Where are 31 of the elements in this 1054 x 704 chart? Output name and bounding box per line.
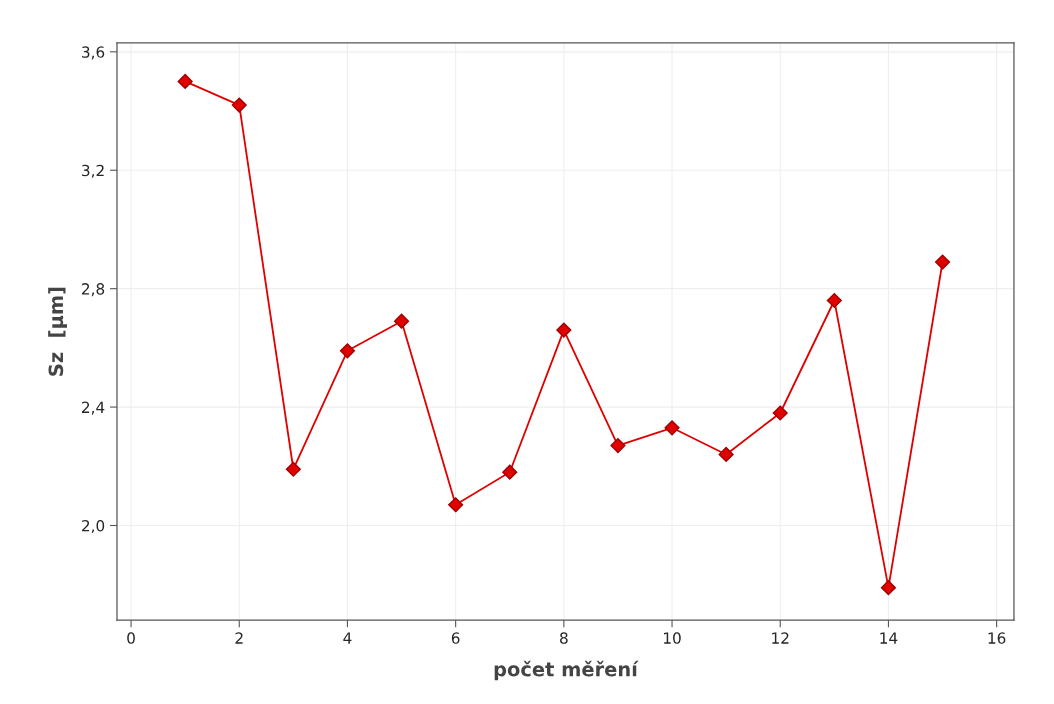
point xyxy=(556,322,572,338)
x-tick-label: 14 xyxy=(880,632,898,644)
x-tick-label: 16 xyxy=(988,632,1006,644)
point xyxy=(718,446,734,463)
point xyxy=(502,464,518,480)
x-tick-label: 12 xyxy=(772,632,789,644)
point xyxy=(826,292,842,309)
y-tick-label: 2,8 xyxy=(82,283,105,297)
x-tick-label: 8 xyxy=(560,632,568,644)
point xyxy=(880,580,897,596)
point xyxy=(393,313,410,329)
point xyxy=(177,73,193,89)
point xyxy=(285,461,301,477)
point xyxy=(448,497,464,513)
x-tick-label: 6 xyxy=(451,632,460,644)
y-tick-label: 3,6 xyxy=(82,46,105,60)
point xyxy=(610,437,626,454)
x-tick-label: 10 xyxy=(664,632,681,644)
point xyxy=(664,420,680,436)
y-tick-label: 2,4 xyxy=(82,401,105,415)
y-tick-label: 3,2 xyxy=(82,164,104,178)
point xyxy=(934,254,951,270)
point xyxy=(339,343,356,359)
x-tick-label: 4 xyxy=(343,632,352,644)
y-tick-label: 2,0 xyxy=(82,519,105,534)
point xyxy=(772,405,788,421)
x-tick-label: 2 xyxy=(235,632,243,644)
point xyxy=(231,97,247,113)
x-tick-label: 0 xyxy=(127,632,135,644)
y-axis-title: Sz [µm] xyxy=(48,287,67,376)
x-axis-title: počet měření xyxy=(494,660,639,681)
